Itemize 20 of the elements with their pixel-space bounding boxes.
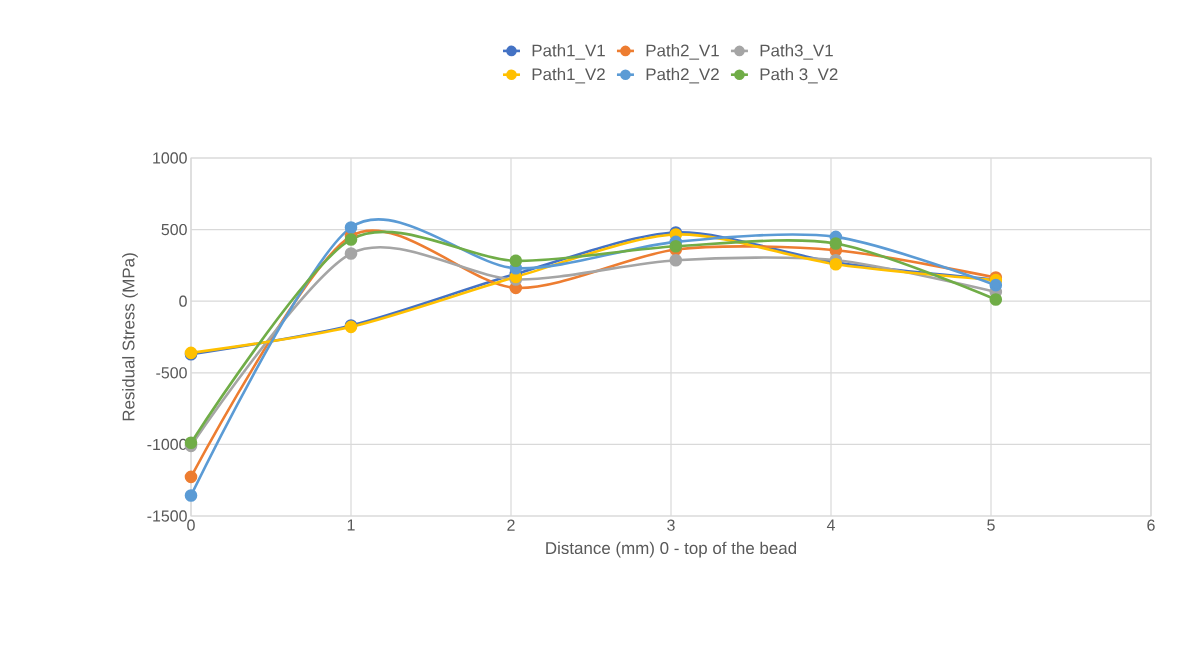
x-tick-label: 0: [187, 519, 195, 531]
x-tick-label: 1: [347, 519, 355, 531]
legend-label: Path1_V2: [532, 67, 605, 84]
x-tick-label: 6: [1147, 519, 1155, 531]
y-tick-label: 1000: [153, 152, 187, 164]
legend-label: Path3_V1: [760, 44, 833, 60]
x-tick-label: 3: [667, 519, 675, 531]
x-axis-title: Distance (mm) 0 - top of the bead: [546, 541, 797, 558]
legend-label: Path1_V1: [532, 44, 605, 60]
y-tick-label: -1500: [147, 510, 187, 522]
legend-label: Path2_V1: [646, 44, 719, 60]
y-tick-label: -500: [156, 367, 187, 379]
x-tick-label: 4: [826, 519, 835, 531]
y-tick-label: 0: [179, 295, 187, 307]
legend-label: Path 3_V2: [760, 67, 838, 84]
y-tick-label: 500: [161, 223, 187, 236]
x-tick-label: 5: [987, 519, 995, 531]
y-axis-title: Residual Stress (MPa): [122, 253, 138, 421]
x-tick-label: 2: [507, 519, 515, 531]
legend-label: Path2_V2: [646, 67, 719, 84]
